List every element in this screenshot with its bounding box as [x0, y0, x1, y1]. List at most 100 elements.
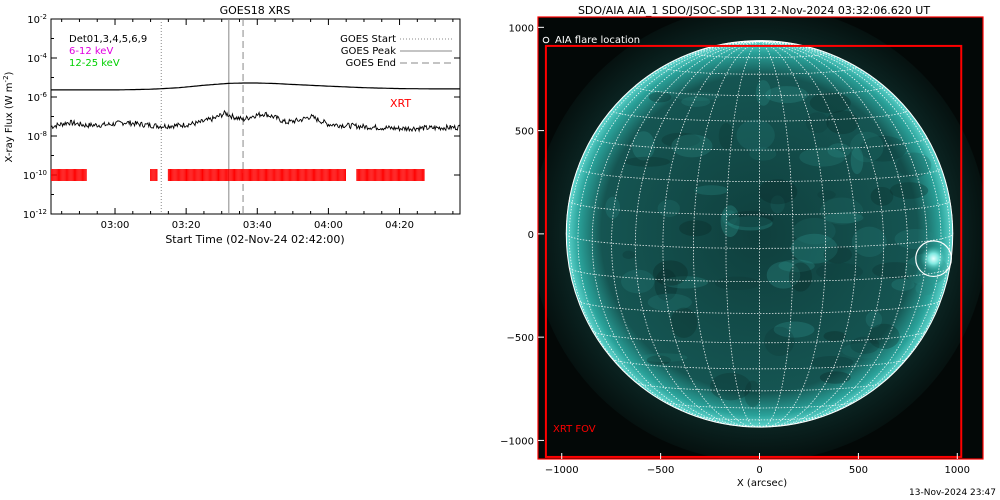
- grid-line: [577, 40, 760, 422]
- detector-label: Det01,3,4,5,6,9: [69, 34, 147, 45]
- sun-texture-blob: [605, 196, 621, 219]
- sun-texture-blob: [736, 119, 775, 151]
- sun-texture-blob: [646, 355, 671, 366]
- grid-line: [692, 40, 760, 428]
- aia-y-tick-label: 500: [515, 127, 534, 138]
- sun-texture-blob: [850, 146, 864, 175]
- sun-texture-blob: [647, 293, 693, 311]
- sun-texture-blob: [714, 276, 761, 291]
- grid-line: [577, 300, 942, 314]
- grid-line: [591, 40, 760, 426]
- sun-texture-blob: [896, 152, 932, 178]
- sun-texture-blob: [624, 156, 671, 167]
- goes-short-channel-line: [51, 109, 460, 133]
- grid-line: [759, 40, 928, 426]
- sun-texture-blob: [710, 372, 752, 401]
- sun-texture-blob: [662, 276, 708, 289]
- grid-line: [759, 40, 857, 428]
- aia-x-tick-label: −1000: [545, 465, 579, 476]
- aia-x-tick-label: 0: [756, 465, 762, 476]
- grid-line: [759, 40, 908, 426]
- sun-texture-blob: [851, 226, 887, 257]
- sun-texture-blob: [826, 110, 859, 135]
- solar-limb: [565, 40, 954, 428]
- sun-texture-blob: [827, 143, 851, 158]
- band-12-25-label: 12-25 keV: [69, 58, 120, 69]
- sun-texture-blob: [799, 147, 846, 167]
- goes-x-tick-label: 04:20: [385, 220, 414, 231]
- sun-texture-blob: [792, 217, 836, 245]
- sun-texture-blob: [661, 132, 701, 148]
- aia-frame: [537, 16, 984, 460]
- sun-texture-blob: [764, 326, 795, 356]
- legend-goes-end: GOES End: [346, 58, 396, 69]
- sun-texture-blob: [770, 195, 785, 214]
- sun-texture-blob: [809, 92, 851, 114]
- aia-y-tick-label: −1000: [500, 436, 534, 447]
- goes-y-tick-label: 10-12: [23, 208, 47, 221]
- legend-goes-start: GOES Start: [340, 34, 396, 45]
- xrt-interval: [356, 169, 425, 181]
- sun-texture-blob: [823, 245, 853, 264]
- aia-y-tick-label: 1000: [509, 23, 534, 34]
- grid-line: [692, 51, 827, 59]
- sun-texture-blob: [816, 262, 863, 281]
- aia-y-tick-label: 0: [528, 230, 534, 241]
- sun-texture-blob: [790, 233, 838, 264]
- sun-texture-blob: [758, 179, 798, 205]
- sun-texture-blob: [728, 216, 773, 231]
- aia-panel: SDO/AIA AIA_1 SDO/JSOC-SDP 131 2-Nov-202…: [500, 4, 984, 489]
- grid-line: [611, 109, 908, 122]
- flare-legend-label: AIA flare location: [555, 35, 640, 46]
- xrt-interval: [51, 169, 87, 181]
- sun-texture-blob: [671, 134, 713, 158]
- grid-line: [759, 40, 885, 428]
- aia-x-tick-label: −500: [647, 465, 674, 476]
- goes-title: GOES18 XRS: [220, 4, 291, 17]
- goes-y-tick-label: 10-6: [27, 91, 47, 104]
- sun-texture-blob: [654, 269, 678, 301]
- sun-texture-blob: [726, 210, 774, 228]
- goes-long-channel-line: [51, 82, 460, 91]
- xrt-interval: [167, 169, 346, 181]
- sun-texture-blob: [640, 353, 688, 362]
- sun-texture-blob: [755, 80, 771, 106]
- goes-y-tick-label: 10-2: [27, 13, 47, 26]
- goes-x-axis: 03:00 03:20 03:40 04:00 04:20: [61, 19, 454, 231]
- sun-texture-blob: [670, 307, 698, 338]
- grid-line: [577, 167, 942, 182]
- goes-panel: GOES18 XRS 10-2 10-4 10-6 10-8 10-10 10-12 03…: [2, 4, 461, 246]
- sun-texture-blob: [889, 182, 929, 199]
- aia-y-tick-label: −500: [507, 333, 534, 344]
- sun-texture-blob: [788, 262, 813, 292]
- footer-timestamp: 13-Nov-2024 23:47: [909, 488, 996, 498]
- goes-y-tick-label: 10-8: [27, 130, 47, 143]
- aia-x-tick-label: 1000: [945, 465, 970, 476]
- sun-texture-blob: [891, 278, 915, 291]
- sun-texture-blob: [870, 186, 894, 206]
- grid-line: [568, 200, 951, 216]
- sun-texture-blob: [824, 212, 864, 224]
- goes-x-tick-label: 04:00: [314, 220, 343, 231]
- sun-texture-blob: [622, 250, 636, 260]
- grid-line: [634, 85, 885, 96]
- xrt-interval: [150, 169, 158, 181]
- grid-line: [725, 40, 760, 428]
- sun-active-regions: [605, 80, 948, 408]
- sun-texture-blob: [823, 331, 846, 342]
- goes-x-axis-label: Start Time (02-Nov-24 02:42:00): [165, 233, 344, 246]
- sun-texture-blob: [679, 220, 712, 237]
- xrt-fov-box: [544, 44, 963, 458]
- aia-title: SDO/AIA AIA_1 SDO/JSOC-SDP 131 2-Nov-202…: [578, 4, 930, 17]
- sun-texture-blob: [652, 260, 688, 286]
- goes-series: [51, 82, 460, 133]
- flare-legend-icon: [542, 36, 550, 44]
- grid-line: [759, 40, 942, 422]
- sun-texture-blob: [657, 199, 680, 218]
- sun-texture-blob: [749, 147, 777, 161]
- grid-line: [634, 40, 760, 428]
- sun-texture-blob: [810, 355, 854, 369]
- sun-texture-blob: [859, 135, 907, 162]
- xrt-coverage: [51, 169, 425, 181]
